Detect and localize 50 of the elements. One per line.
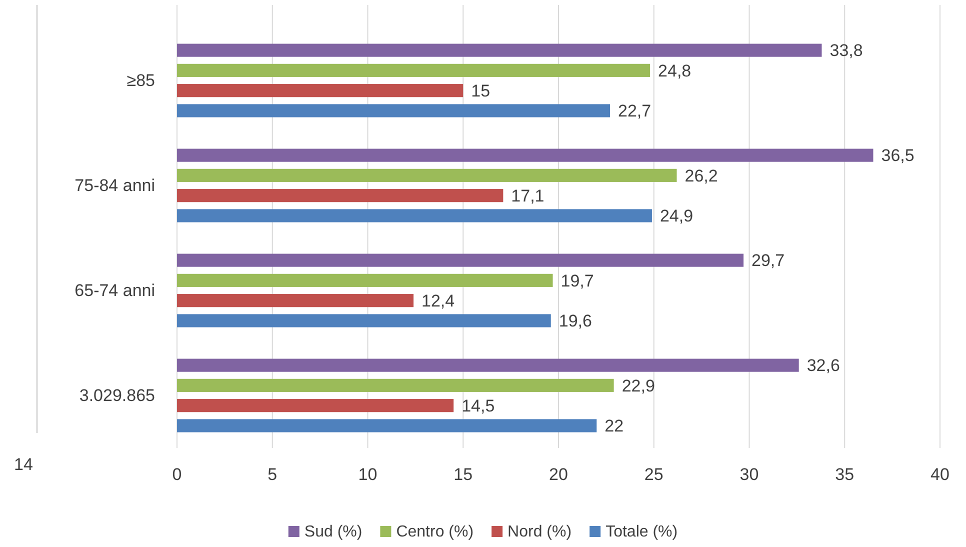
y-tick-label: 65-74 anni xyxy=(74,280,155,300)
bar xyxy=(177,314,551,328)
bar xyxy=(177,294,414,308)
data-label: 14,5 xyxy=(462,396,495,416)
legend-label: Nord (%) xyxy=(508,524,572,541)
x-tick-label: 40 xyxy=(930,465,950,484)
data-label: 24,8 xyxy=(658,61,692,80)
text: 14 xyxy=(14,455,33,474)
bar xyxy=(177,64,650,77)
bar xyxy=(177,148,874,162)
x-tick-label: 0 xyxy=(172,465,182,484)
data-label: 15 xyxy=(471,82,490,101)
data-label: 22,9 xyxy=(622,376,655,396)
x-tick-label: 35 xyxy=(835,465,854,484)
x-tick-label: 5 xyxy=(268,465,278,484)
bar xyxy=(177,168,677,182)
data-label: 26,2 xyxy=(684,166,718,186)
bar xyxy=(177,189,504,202)
legend-label: Sud (%) xyxy=(304,524,362,541)
data-label: 32,6 xyxy=(806,356,840,376)
data-label: 19,7 xyxy=(560,271,594,290)
data-label: 12,4 xyxy=(422,292,455,311)
data-label: 33,8 xyxy=(830,41,863,60)
data-label: 24,9 xyxy=(660,206,694,226)
x-tick-label: 10 xyxy=(358,465,378,484)
bar xyxy=(177,274,553,287)
data-label: 22 xyxy=(604,416,624,436)
data-label: 17,1 xyxy=(511,186,544,206)
bar xyxy=(177,378,614,392)
bar xyxy=(177,84,464,98)
data-label: 22,7 xyxy=(618,102,652,121)
y-tick-label: 75-84 anni xyxy=(74,176,155,195)
bar xyxy=(177,254,744,267)
x-tick-label: 25 xyxy=(644,465,664,484)
data-label: 36,5 xyxy=(881,146,914,166)
x-tick-label: 30 xyxy=(740,465,759,484)
x-tick-label: 15 xyxy=(454,465,473,484)
bar xyxy=(177,358,799,372)
bar xyxy=(177,209,652,222)
y-tick-label: 3.029.865 xyxy=(79,386,155,405)
data-label: 29,7 xyxy=(752,251,785,270)
legend-label: Centro (%) xyxy=(396,524,474,541)
y-tick-label: ≥85 xyxy=(126,70,155,90)
bar xyxy=(177,399,454,412)
bar xyxy=(177,44,822,57)
bar xyxy=(177,419,597,432)
legend-label: Totale (%) xyxy=(606,524,678,541)
data-label: 19,6 xyxy=(558,312,592,331)
x-tick-label: 20 xyxy=(549,465,568,484)
bar xyxy=(177,104,610,118)
